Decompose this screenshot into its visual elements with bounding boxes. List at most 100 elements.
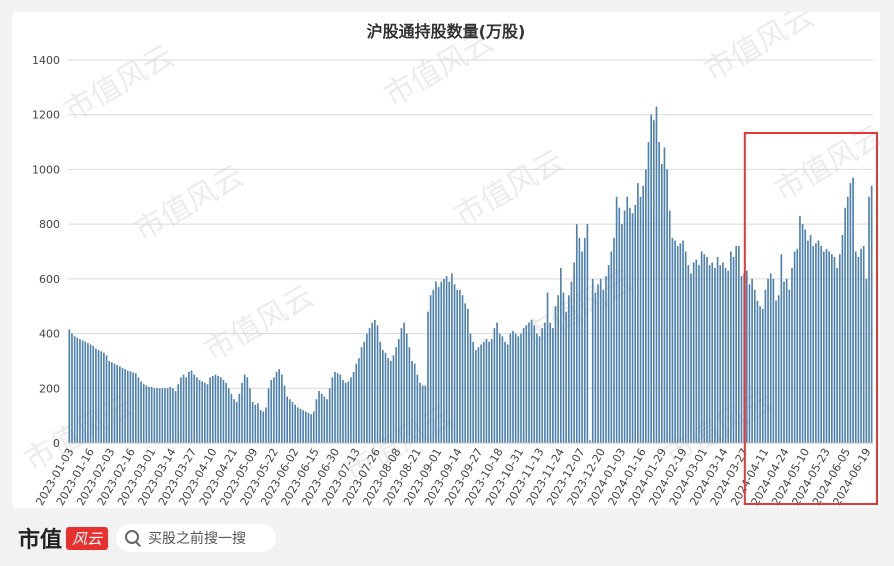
bar bbox=[118, 366, 121, 443]
bar bbox=[379, 341, 381, 443]
bar bbox=[642, 185, 645, 443]
bar bbox=[467, 308, 469, 443]
bar bbox=[509, 333, 512, 443]
watermark-text: 市值风云 bbox=[699, 12, 820, 89]
bar bbox=[610, 251, 613, 443]
bar bbox=[400, 328, 403, 443]
bar bbox=[674, 240, 676, 443]
bar bbox=[166, 388, 169, 443]
bar bbox=[296, 407, 299, 443]
bar bbox=[801, 224, 804, 443]
bar bbox=[549, 322, 552, 443]
bar bbox=[270, 380, 273, 443]
bar bbox=[459, 289, 461, 443]
bar bbox=[738, 246, 740, 443]
bar bbox=[607, 265, 610, 443]
bar bbox=[344, 382, 347, 443]
bar bbox=[387, 358, 389, 443]
bar bbox=[185, 377, 188, 443]
brand-logo[interactable]: 市值 风云 bbox=[18, 524, 109, 553]
bar bbox=[493, 328, 496, 443]
bar bbox=[87, 343, 89, 443]
bar bbox=[132, 372, 134, 443]
search-icon[interactable] bbox=[122, 527, 144, 549]
bar bbox=[148, 386, 150, 443]
bar bbox=[405, 333, 408, 443]
bar bbox=[756, 300, 759, 443]
bar bbox=[358, 358, 360, 443]
bar bbox=[599, 278, 602, 443]
bar bbox=[849, 183, 852, 444]
bar bbox=[331, 377, 334, 443]
bar bbox=[533, 325, 536, 443]
bar bbox=[225, 382, 227, 443]
bar bbox=[838, 254, 841, 443]
bar bbox=[328, 388, 331, 443]
bar bbox=[841, 235, 844, 443]
bar bbox=[310, 414, 312, 443]
bar bbox=[320, 393, 323, 443]
bar bbox=[854, 251, 857, 443]
bar bbox=[780, 254, 783, 443]
bar bbox=[724, 267, 727, 443]
bar bbox=[196, 377, 198, 443]
bar bbox=[735, 246, 737, 443]
bar bbox=[815, 243, 817, 443]
bar bbox=[634, 204, 637, 443]
bar bbox=[788, 289, 791, 443]
bar bbox=[456, 289, 459, 443]
bar bbox=[679, 243, 682, 443]
bar bbox=[844, 207, 846, 443]
bar bbox=[655, 106, 658, 443]
bar bbox=[759, 306, 761, 443]
bar bbox=[804, 229, 807, 443]
bar bbox=[546, 292, 549, 443]
bar bbox=[719, 265, 722, 443]
bar bbox=[480, 344, 482, 443]
bar bbox=[241, 382, 243, 443]
bar bbox=[828, 251, 830, 443]
bar bbox=[831, 254, 833, 443]
bar bbox=[605, 276, 607, 443]
bar bbox=[868, 196, 870, 443]
bar bbox=[562, 292, 565, 443]
brand-badge: 风云 bbox=[66, 526, 109, 550]
bar bbox=[589, 440, 591, 443]
bar bbox=[137, 377, 140, 443]
bar bbox=[419, 382, 421, 443]
bar bbox=[180, 377, 182, 443]
footer-bar: 市值 风云 买股之前搜一搜 bbox=[0, 512, 894, 566]
bar bbox=[336, 373, 339, 443]
bar bbox=[647, 142, 650, 443]
bar bbox=[227, 388, 230, 443]
bar bbox=[857, 256, 860, 443]
search-input[interactable]: 买股之前搜一搜 bbox=[116, 524, 276, 552]
bar bbox=[520, 333, 522, 443]
bar bbox=[472, 341, 474, 443]
bar bbox=[281, 374, 283, 443]
bar bbox=[504, 341, 506, 443]
bar bbox=[251, 401, 254, 443]
bar bbox=[432, 289, 435, 443]
bar bbox=[581, 251, 583, 443]
bar bbox=[254, 404, 257, 443]
bar bbox=[785, 278, 788, 443]
bar bbox=[79, 339, 81, 443]
bar bbox=[326, 399, 328, 443]
bar bbox=[706, 256, 708, 443]
bar bbox=[161, 388, 164, 443]
bar bbox=[427, 311, 429, 443]
bar bbox=[753, 289, 756, 443]
bar bbox=[836, 267, 838, 443]
bar bbox=[318, 391, 320, 443]
bar bbox=[482, 341, 485, 443]
bar bbox=[544, 322, 546, 443]
bar bbox=[557, 295, 559, 443]
bar bbox=[339, 374, 342, 443]
bar bbox=[201, 381, 203, 443]
bar bbox=[676, 246, 679, 443]
bar bbox=[424, 385, 427, 443]
bar bbox=[100, 351, 103, 443]
bar bbox=[304, 411, 307, 443]
y-tick-label: 600 bbox=[39, 273, 60, 286]
